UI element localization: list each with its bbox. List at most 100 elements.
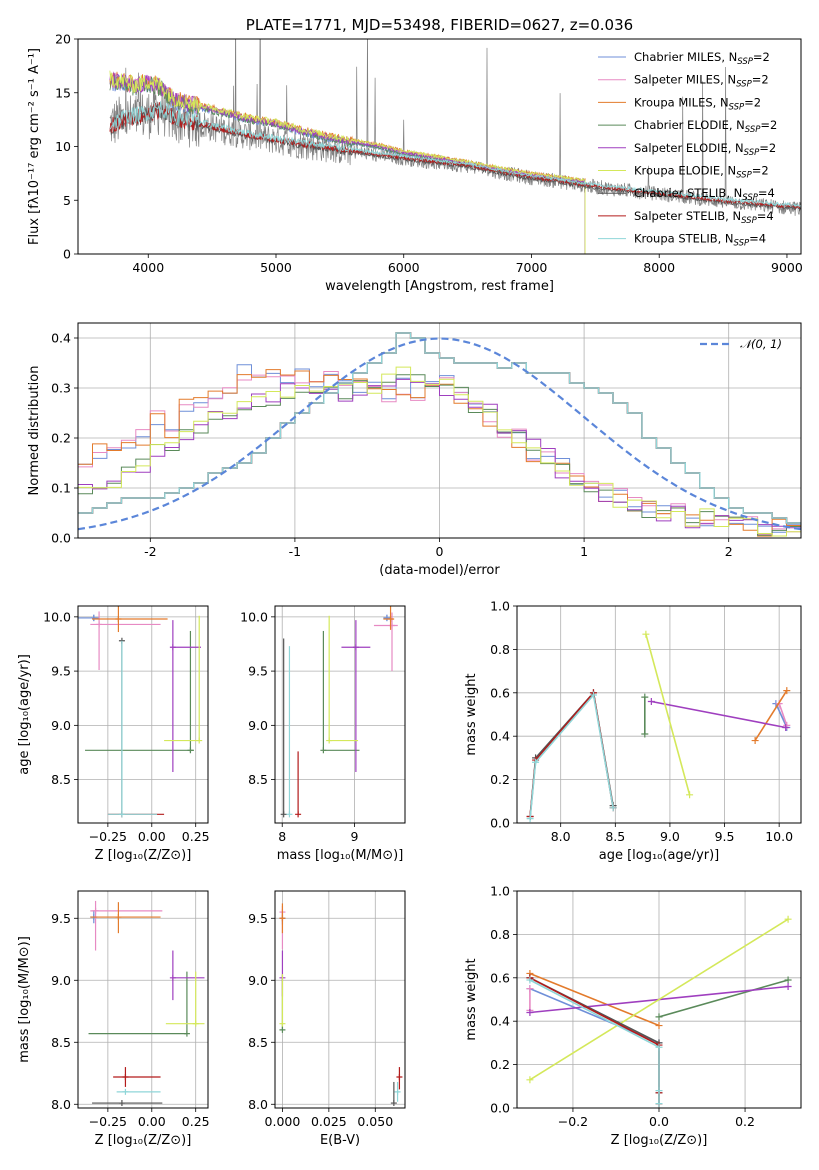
point-marker (526, 1009, 534, 1017)
y-tick-label: 9.5 (248, 664, 268, 679)
x-tick-label: 0.0 (649, 1114, 669, 1129)
y-tick-label: 0 (63, 247, 71, 262)
series-salpeter_elodie (647, 697, 790, 732)
series-line (529, 918, 789, 1081)
x-tick-label: 9.5 (715, 829, 735, 844)
y-tick-label: 0.1 (51, 481, 71, 496)
model-line-kroupa_elodie (109, 70, 586, 254)
series-line (529, 693, 614, 819)
point-marker (320, 747, 327, 754)
data-point-salpeter_elodie (341, 620, 371, 773)
x-tick-label: 0.00 (138, 829, 166, 844)
y-axis-label: mass weight (464, 673, 479, 755)
y-tick-label: 10.0 (43, 609, 71, 624)
point-marker (390, 1100, 397, 1107)
axes-frame (274, 890, 406, 1109)
y-tick-label: 0.0 (51, 531, 71, 546)
x-axis-label: Z [log₁₀(Z/Z⊙)] (611, 1133, 708, 1148)
data-point-chabrier_stelib (92, 1100, 163, 1107)
point-marker (647, 697, 655, 705)
plot-area (279, 903, 403, 1107)
panel-weight-vs-z: −0.2 0.0 0.2 0.0 0.2 0.4 0.6 0.8 1.0 Z [log₁₀(Z/Z… (464, 884, 802, 1148)
data-point-kroupa_elodie (164, 615, 203, 744)
y-tick-label: 1.0 (490, 884, 510, 899)
y-tick-label: 0.4 (490, 729, 510, 744)
y-tick-label: 9.5 (248, 911, 268, 926)
data-point-kroupa_elodie (279, 974, 286, 1027)
point-marker (526, 815, 534, 823)
plot-area (526, 915, 792, 1108)
point-marker (641, 693, 649, 701)
series-kroupa_miles (751, 687, 791, 745)
data-point-kroupa_stelib (286, 646, 293, 818)
series-kroupa_stelib (526, 691, 617, 823)
point-marker (751, 737, 759, 745)
series-line (529, 972, 660, 1027)
series-kroupa_miles (526, 969, 663, 1030)
plot-area (109, 39, 801, 254)
panel-weight-vs-age: 8.0 8.5 9.0 9.5 10.0 0.0 0.2 0.4 0.6 0.8 1.0 age [l… (464, 599, 802, 863)
point-marker (326, 737, 333, 744)
y-tick-label: 0.4 (490, 1014, 510, 1029)
x-tick-label: 4000 (132, 260, 164, 275)
data-point-salpeter_stelib (295, 751, 302, 818)
point-marker (655, 1043, 663, 1051)
histogram-kroupa_elodie (78, 366, 801, 537)
point-marker (655, 1100, 663, 1108)
point-marker (169, 974, 176, 981)
legend-label: Kroupa MILES, NSSP=2 (634, 95, 761, 112)
series-salpeter_miles (526, 985, 534, 1014)
x-tick-label: 0.025 (311, 1114, 347, 1129)
point-marker (286, 811, 293, 818)
data-point-salpeter_stelib (113, 1067, 161, 1087)
y-tick-label: 8.5 (51, 772, 71, 787)
legend-label: 𝒩(0, 1) (740, 337, 782, 351)
y-tick-label: 9.0 (248, 718, 268, 733)
y-tick-label: 20 (55, 32, 71, 47)
panel-mass-vs-ebv: 0.000 0.025 0.050 8.0 8.5 9.0 9.5 E(B-V) (248, 890, 406, 1148)
point-marker (118, 811, 125, 818)
y-tick-label: 0.8 (490, 642, 510, 657)
axes-frame (77, 890, 209, 1109)
y-tick-label: 15 (55, 85, 71, 100)
x-tick-label: 9000 (771, 260, 803, 275)
x-tick-label: 0.000 (265, 1114, 301, 1129)
point-marker (383, 614, 390, 621)
axes-frame (516, 890, 802, 1109)
x-tick-label: −0.25 (89, 829, 127, 844)
y-tick-label: 0.4 (51, 331, 71, 346)
data-point-salpeter_stelib (396, 1067, 403, 1090)
point-marker (122, 1088, 129, 1095)
x-tick-label: 8000 (643, 260, 675, 275)
point-marker (655, 1022, 663, 1030)
x-tick-label: -2 (144, 544, 156, 559)
series-line (529, 979, 660, 1104)
y-axis-label: Normed distribution (27, 366, 42, 496)
y-tick-label: 0.0 (490, 1101, 510, 1116)
y-tick-label: 9.0 (248, 973, 268, 988)
y-tick-label: 5 (63, 193, 71, 208)
series-kroupa_elodie (642, 630, 694, 799)
model-line-salpeter_elodie (109, 71, 586, 254)
point-marker (169, 644, 176, 651)
series-salpeter_stelib (526, 974, 663, 1108)
data-point-kroupa_elodie (326, 615, 359, 744)
data-point-chabrier_miles (78, 614, 100, 622)
series-chabrier_miles (526, 985, 663, 1047)
y-tick-label: 9.0 (51, 718, 71, 733)
data-point-chabrier_elodie (85, 630, 194, 754)
x-tick-label: −0.2 (558, 1114, 588, 1129)
point-marker (784, 982, 792, 990)
x-tick-label: 9.0 (660, 829, 680, 844)
legend-label: Salpeter ELODIE, NSSP=2 (634, 141, 776, 158)
legend-label: Chabrier ELODIE, NSSP=2 (634, 118, 777, 135)
y-tick-label: 8.5 (248, 772, 268, 787)
point-marker (642, 630, 650, 638)
point-marker (526, 985, 534, 993)
y-tick-label: 0.2 (490, 1057, 510, 1072)
point-marker (589, 691, 597, 699)
x-tick-label: 0.2 (735, 1114, 755, 1129)
x-tick-label: 0.25 (182, 1114, 210, 1129)
point-marker (115, 914, 122, 921)
x-axis-label: (data-model)/error (379, 563, 500, 578)
